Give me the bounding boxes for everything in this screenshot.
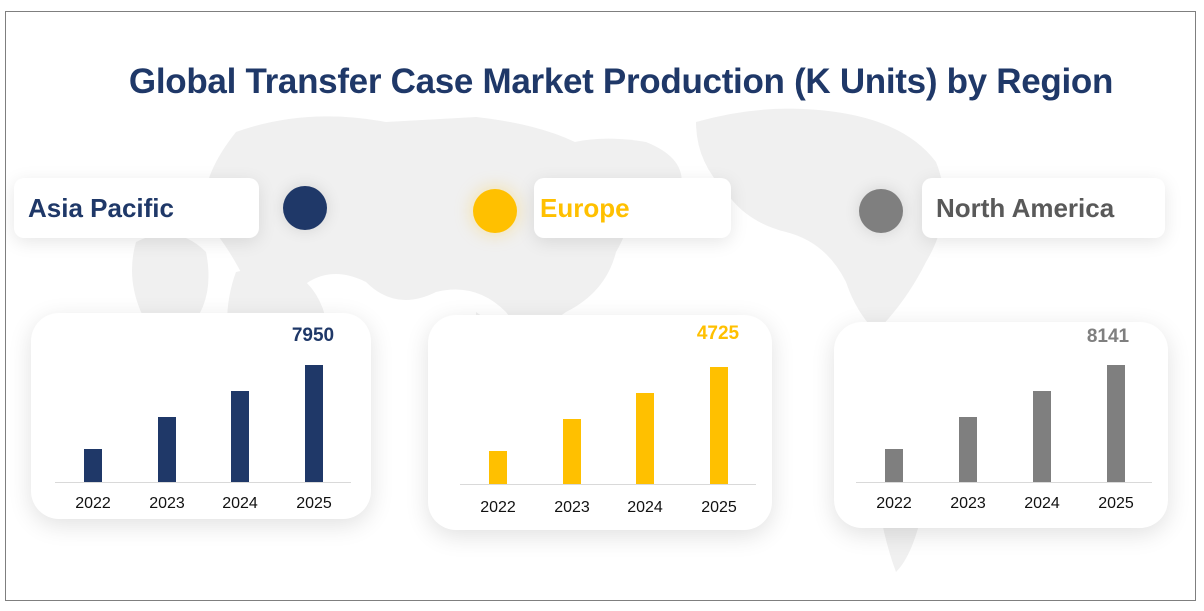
x-tick-2025: 2025 xyxy=(1098,495,1134,512)
x-tick-2024: 2024 xyxy=(627,499,663,516)
region-label-asia-pacific: Asia Pacific xyxy=(14,178,259,238)
bar-asia-pacific-2023 xyxy=(158,417,176,482)
bar-europe-2022 xyxy=(489,451,507,484)
x-tick-2022: 2022 xyxy=(75,495,111,512)
bar-north-america-2025 xyxy=(1107,365,1125,482)
x-tick-2023: 2023 xyxy=(554,499,590,516)
x-axis-line xyxy=(460,484,756,485)
x-tick-2024: 2024 xyxy=(1024,495,1060,512)
x-tick-2022: 2022 xyxy=(480,499,516,516)
value-label-north-america-2025: 8141 xyxy=(1086,326,1130,347)
bar-asia-pacific-2022 xyxy=(84,449,102,482)
region-name-asia-pacific: Asia Pacific xyxy=(28,192,174,223)
region-name-north-america: North America xyxy=(936,192,1115,223)
x-tick-2023: 2023 xyxy=(950,495,986,512)
bar-north-america-2023 xyxy=(959,417,977,482)
region-label-north-america: North America xyxy=(922,178,1165,238)
chart-panel-north-america: 8141 2022 2023 2024 2025 xyxy=(834,322,1168,528)
x-tick-2022: 2022 xyxy=(876,495,912,512)
legend-dot-europe xyxy=(473,189,517,233)
x-tick-2023: 2023 xyxy=(149,495,185,512)
region-label-europe: Europe xyxy=(534,178,731,238)
bar-north-america-2024 xyxy=(1033,391,1051,482)
bar-europe-2024 xyxy=(636,393,654,484)
x-axis-line xyxy=(856,482,1152,483)
page-title: Global Transfer Case Market Production (… xyxy=(128,62,1114,101)
x-tick-2024: 2024 xyxy=(222,495,258,512)
bar-north-america-2022 xyxy=(885,449,903,482)
legend-dot-north-america xyxy=(859,189,903,233)
bar-europe-2025 xyxy=(710,367,728,484)
bar-asia-pacific-2024 xyxy=(231,391,249,482)
x-axis-line xyxy=(55,482,351,483)
region-name-europe: Europe xyxy=(540,192,630,223)
infographic-frame: Global Transfer Case Market Production (… xyxy=(5,11,1196,601)
x-tick-2025: 2025 xyxy=(701,499,737,516)
bar-europe-2023 xyxy=(563,419,581,484)
chart-panel-europe: 4725 2022 2023 2024 2025 xyxy=(428,315,772,530)
value-label-asia-pacific-2025: 7950 xyxy=(291,325,335,346)
value-label-europe-2025: 4725 xyxy=(696,323,740,344)
bar-asia-pacific-2025 xyxy=(305,365,323,482)
chart-panel-asia-pacific: 7950 2022 2023 2024 2025 xyxy=(31,313,371,519)
x-tick-2025: 2025 xyxy=(296,495,332,512)
legend-dot-asia-pacific xyxy=(283,186,327,230)
